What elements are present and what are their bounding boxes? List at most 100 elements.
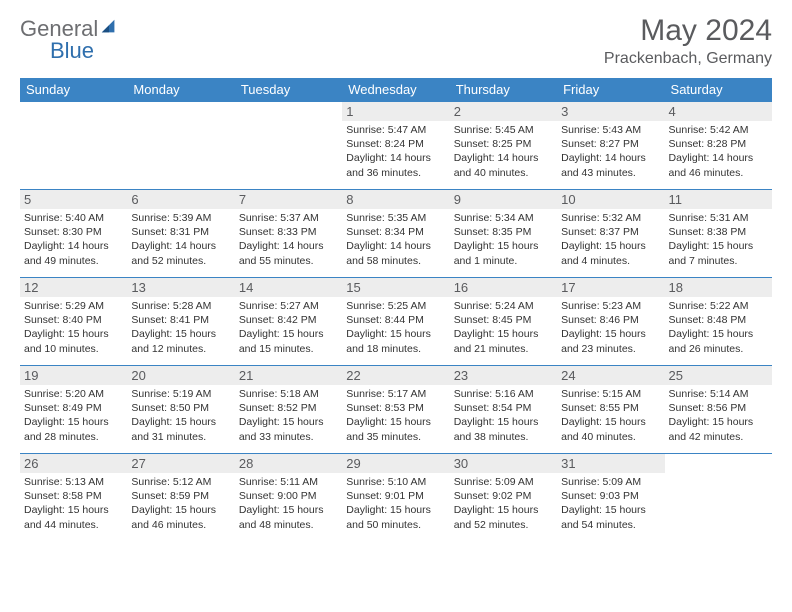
calendar-day-cell: 9 Sunrise: 5:34 AMSunset: 8:35 PMDaylight… [450, 190, 557, 278]
weekday-header: Thursday [450, 78, 557, 102]
day-number: 7 [235, 190, 342, 209]
calendar-day-cell [20, 102, 127, 190]
calendar-day-cell: 21 Sunrise: 5:18 AMSunset: 8:52 PMDayligh… [235, 366, 342, 454]
day-details: Sunrise: 5:31 AMSunset: 8:38 PMDaylight:… [669, 211, 768, 268]
day-details: Sunrise: 5:37 AMSunset: 8:33 PMDaylight:… [239, 211, 338, 268]
day-number: 4 [665, 102, 772, 121]
calendar-day-cell [127, 102, 234, 190]
calendar-day-cell: 19 Sunrise: 5:20 AMSunset: 8:49 PMDayligh… [20, 366, 127, 454]
day-number: 15 [342, 278, 449, 297]
calendar-day-cell: 8 Sunrise: 5:35 AMSunset: 8:34 PMDaylight… [342, 190, 449, 278]
day-details: Sunrise: 5:43 AMSunset: 8:27 PMDaylight:… [561, 123, 660, 180]
weekday-header: Friday [557, 78, 664, 102]
calendar-day-cell [665, 454, 772, 542]
day-number: 25 [665, 366, 772, 385]
day-number: 6 [127, 190, 234, 209]
calendar-day-cell [235, 102, 342, 190]
day-number: 19 [20, 366, 127, 385]
day-details: Sunrise: 5:20 AMSunset: 8:49 PMDaylight:… [24, 387, 123, 444]
day-number: 9 [450, 190, 557, 209]
day-details: Sunrise: 5:34 AMSunset: 8:35 PMDaylight:… [454, 211, 553, 268]
day-details: Sunrise: 5:23 AMSunset: 8:46 PMDaylight:… [561, 299, 660, 356]
calendar-day-cell: 26 Sunrise: 5:13 AMSunset: 8:58 PMDayligh… [20, 454, 127, 542]
title-block: May 2024 Prackenbach, Germany [604, 14, 772, 68]
day-details: Sunrise: 5:16 AMSunset: 8:54 PMDaylight:… [454, 387, 553, 444]
calendar-week-row: 5 Sunrise: 5:40 AMSunset: 8:30 PMDaylight… [20, 190, 772, 278]
calendar-day-cell: 22 Sunrise: 5:17 AMSunset: 8:53 PMDayligh… [342, 366, 449, 454]
calendar-day-cell: 12 Sunrise: 5:29 AMSunset: 8:40 PMDayligh… [20, 278, 127, 366]
day-details: Sunrise: 5:39 AMSunset: 8:31 PMDaylight:… [131, 211, 230, 268]
day-details: Sunrise: 5:22 AMSunset: 8:48 PMDaylight:… [669, 299, 768, 356]
day-number: 20 [127, 366, 234, 385]
day-number: 21 [235, 366, 342, 385]
calendar-day-cell: 24 Sunrise: 5:15 AMSunset: 8:55 PMDayligh… [557, 366, 664, 454]
location-label: Prackenbach, Germany [604, 50, 772, 68]
day-details: Sunrise: 5:29 AMSunset: 8:40 PMDaylight:… [24, 299, 123, 356]
day-details: Sunrise: 5:09 AMSunset: 9:03 PMDaylight:… [561, 475, 660, 532]
day-number: 29 [342, 454, 449, 473]
day-number: 16 [450, 278, 557, 297]
calendar-day-cell: 15 Sunrise: 5:25 AMSunset: 8:44 PMDayligh… [342, 278, 449, 366]
day-number: 30 [450, 454, 557, 473]
calendar-day-cell: 16Sunrise: 5:24 AMSunset: 8:45 PMDayligh… [450, 278, 557, 366]
day-number: 13 [127, 278, 234, 297]
day-details: Sunrise: 5:28 AMSunset: 8:41 PMDaylight:… [131, 299, 230, 356]
calendar-day-cell: 30 Sunrise: 5:09 AMSunset: 9:02 PMDayligh… [450, 454, 557, 542]
day-details: Sunrise: 5:10 AMSunset: 9:01 PMDaylight:… [346, 475, 445, 532]
day-details: Sunrise: 5:25 AMSunset: 8:44 PMDaylight:… [346, 299, 445, 356]
day-details: Sunrise: 5:13 AMSunset: 8:58 PMDaylight:… [24, 475, 123, 532]
calendar-day-cell: 18 Sunrise: 5:22 AMSunset: 8:48 PMDayligh… [665, 278, 772, 366]
day-number: 24 [557, 366, 664, 385]
calendar-day-cell: 11Sunrise: 5:31 AMSunset: 8:38 PMDayligh… [665, 190, 772, 278]
day-details: Sunrise: 5:15 AMSunset: 8:55 PMDaylight:… [561, 387, 660, 444]
logo: GeneralBlue [20, 18, 118, 62]
calendar-body: 1 Sunrise: 5:47 AMSunset: 8:24 PMDaylight… [20, 102, 772, 542]
calendar-day-cell: 2Sunrise: 5:45 AMSunset: 8:25 PMDaylight… [450, 102, 557, 190]
weekday-header: Wednesday [342, 78, 449, 102]
weekday-header: Sunday [20, 78, 127, 102]
day-number: 12 [20, 278, 127, 297]
day-number: 23 [450, 366, 557, 385]
day-number: 18 [665, 278, 772, 297]
day-number: 31 [557, 454, 664, 473]
day-number: 27 [127, 454, 234, 473]
day-details: Sunrise: 5:27 AMSunset: 8:42 PMDaylight:… [239, 299, 338, 356]
day-details: Sunrise: 5:47 AMSunset: 8:24 PMDaylight:… [346, 123, 445, 180]
calendar-day-cell: 1 Sunrise: 5:47 AMSunset: 8:24 PMDaylight… [342, 102, 449, 190]
day-number: 3 [557, 102, 664, 121]
calendar-day-cell: 3 Sunrise: 5:43 AMSunset: 8:27 PMDaylight… [557, 102, 664, 190]
calendar-day-cell: 13 Sunrise: 5:28 AMSunset: 8:41 PMDayligh… [127, 278, 234, 366]
day-number: 1 [342, 102, 449, 121]
month-title: May 2024 [604, 14, 772, 48]
day-details: Sunrise: 5:19 AMSunset: 8:50 PMDaylight:… [131, 387, 230, 444]
day-details: Sunrise: 5:45 AMSunset: 8:25 PMDaylight:… [454, 123, 553, 180]
calendar-week-row: 26 Sunrise: 5:13 AMSunset: 8:58 PMDayligh… [20, 454, 772, 542]
day-number: 8 [342, 190, 449, 209]
day-details: Sunrise: 5:14 AMSunset: 8:56 PMDaylight:… [669, 387, 768, 444]
calendar-day-cell: 6 Sunrise: 5:39 AMSunset: 8:31 PMDaylight… [127, 190, 234, 278]
calendar-table: SundayMondayTuesdayWednesdayThursdayFrid… [20, 78, 772, 542]
calendar-day-cell: 7 Sunrise: 5:37 AMSunset: 8:33 PMDaylight… [235, 190, 342, 278]
calendar-day-cell: 25 Sunrise: 5:14 AMSunset: 8:56 PMDayligh… [665, 366, 772, 454]
day-number: 26 [20, 454, 127, 473]
day-details: Sunrise: 5:18 AMSunset: 8:52 PMDaylight:… [239, 387, 338, 444]
day-number: 14 [235, 278, 342, 297]
day-details: Sunrise: 5:17 AMSunset: 8:53 PMDaylight:… [346, 387, 445, 444]
calendar-day-cell: 28Sunrise: 5:11 AMSunset: 9:00 PMDayligh… [235, 454, 342, 542]
day-number: 22 [342, 366, 449, 385]
calendar-week-row: 12 Sunrise: 5:29 AMSunset: 8:40 PMDayligh… [20, 278, 772, 366]
day-number: 17 [557, 278, 664, 297]
calendar-week-row: 19 Sunrise: 5:20 AMSunset: 8:49 PMDayligh… [20, 366, 772, 454]
day-details: Sunrise: 5:09 AMSunset: 9:02 PMDaylight:… [454, 475, 553, 532]
weekday-header: Tuesday [235, 78, 342, 102]
calendar-header-row: SundayMondayTuesdayWednesdayThursdayFrid… [20, 78, 772, 102]
day-number: 28 [235, 454, 342, 473]
calendar-day-cell: 14 Sunrise: 5:27 AMSunset: 8:42 PMDayligh… [235, 278, 342, 366]
day-number: 5 [20, 190, 127, 209]
day-details: Sunrise: 5:12 AMSunset: 8:59 PMDaylight:… [131, 475, 230, 532]
day-details: Sunrise: 5:42 AMSunset: 8:28 PMDaylight:… [669, 123, 768, 180]
day-details: Sunrise: 5:40 AMSunset: 8:30 PMDaylight:… [24, 211, 123, 268]
day-details: Sunrise: 5:35 AMSunset: 8:34 PMDaylight:… [346, 211, 445, 268]
calendar-day-cell: 10Sunrise: 5:32 AMSunset: 8:37 PMDayligh… [557, 190, 664, 278]
weekday-header: Saturday [665, 78, 772, 102]
